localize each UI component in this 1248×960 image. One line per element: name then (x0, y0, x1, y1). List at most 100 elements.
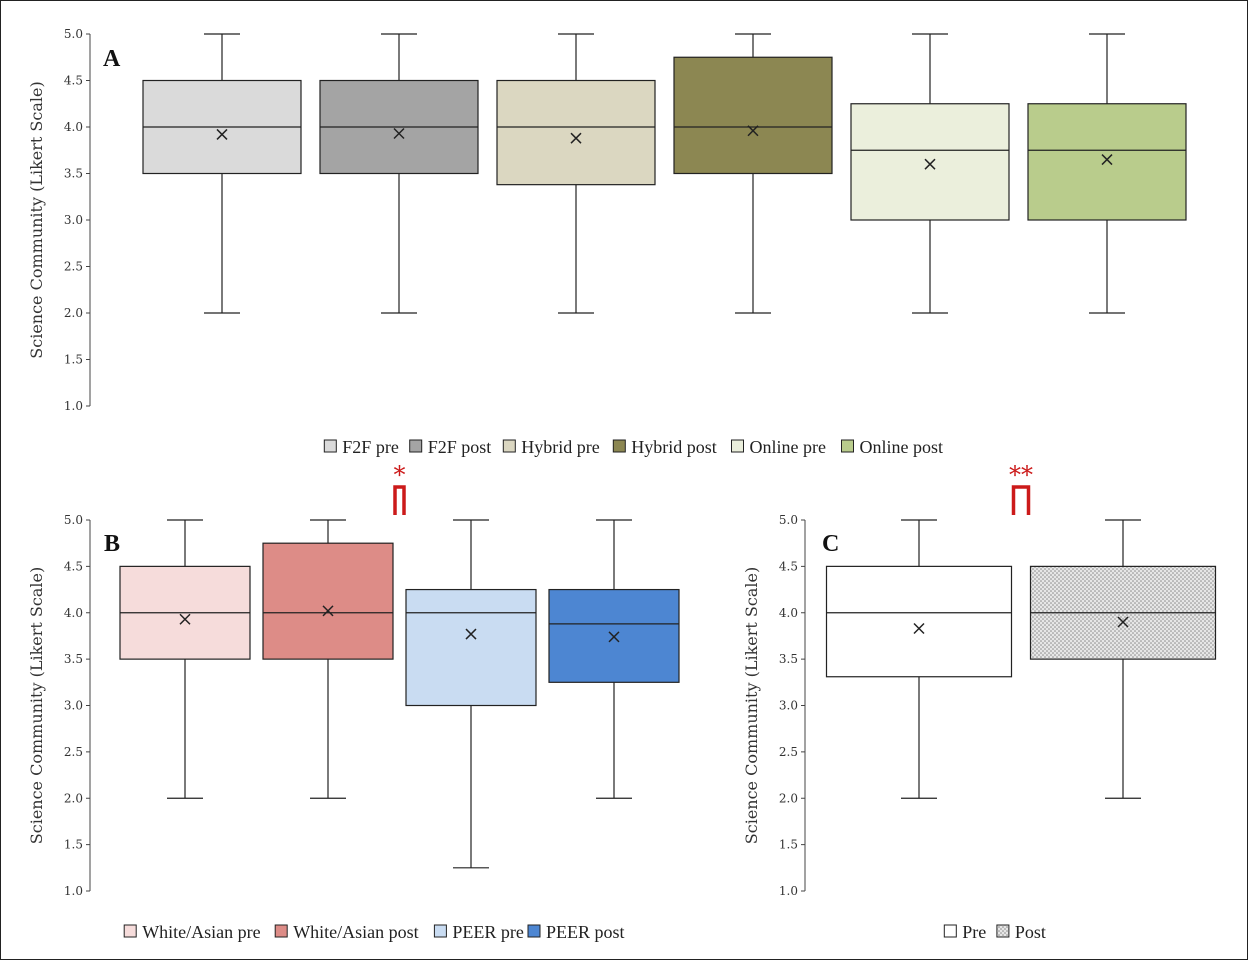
chart-panel-b: 1.0 1.5 2.0 2.5 3.0 3.5 4.0 4.5 5.0 Science Commu… (27, 461, 680, 942)
legend-item: Online pre (731, 437, 826, 457)
y-tick-label: 5.0 (64, 27, 83, 41)
iqr-box (850, 103, 1010, 221)
legend-swatch (943, 924, 957, 938)
y-tick-label: 2.5 (779, 745, 798, 759)
legend-swatch (527, 924, 541, 938)
mean-marker (747, 125, 759, 137)
chart-panel-c: 1.0 1.5 2.0 2.5 3.0 3.5 4.0 4.5 5.0 Science Commu… (742, 461, 1217, 942)
legend-label: Pre (962, 922, 986, 942)
box-online-pre (850, 33, 1010, 314)
box-peer-pre (405, 519, 537, 869)
panel-label: C (822, 531, 839, 557)
legend-swatch (274, 924, 288, 938)
legend-item: Hybrid pre (502, 437, 600, 457)
y-tick-label: 2.0 (64, 791, 83, 805)
legend-swatch (996, 924, 1010, 938)
y-tick-label: 1.0 (64, 884, 83, 898)
y-tick-label: 4.5 (64, 74, 83, 88)
y-tick-label: 2.0 (779, 791, 798, 805)
legend-label: Hybrid post (631, 437, 717, 457)
mean-marker (393, 127, 405, 140)
legend-label: White/Asian pre (142, 922, 260, 942)
significance-label: ** (1009, 461, 1033, 489)
legend-swatch (323, 439, 337, 453)
box-peer-post (548, 519, 680, 799)
mean-marker (1117, 616, 1129, 628)
iqr-box (262, 542, 394, 660)
legend: Pre Post (943, 922, 1046, 942)
y-tick-label: 1.5 (779, 838, 798, 852)
legend-label: Online pre (750, 437, 826, 457)
mean-marker (179, 613, 191, 625)
y-tick-label: 4.5 (779, 559, 798, 573)
iqr-box (673, 56, 833, 175)
legend-label: Post (1015, 922, 1046, 942)
box-white-asian-pre (119, 519, 251, 799)
box-f2f-post (319, 33, 479, 314)
y-axis-title: Science Community (Likert Scale) (742, 567, 761, 844)
legend-item: Post (996, 922, 1046, 942)
y-tick-label: 3.0 (64, 213, 83, 227)
y-tick-label: 4.0 (64, 120, 83, 134)
box-post (1029, 519, 1217, 799)
legend-item: PEER pre (433, 922, 524, 942)
legend-item: White/Asian post (274, 922, 419, 942)
y-tick-label: 1.5 (64, 838, 83, 852)
y-tick-label: 3.0 (779, 699, 798, 713)
box-white-asian-post (262, 519, 394, 799)
legend-item: Online post (841, 437, 944, 457)
box-f2f-pre (142, 33, 302, 314)
y-axis-title: Science Community (Likert Scale) (27, 81, 46, 358)
mean-marker (913, 622, 925, 635)
legend: White/Asian pre White/Asian post PEER pre P… (123, 922, 625, 942)
legend-swatch (409, 439, 423, 453)
significance-bracket (1011, 485, 1031, 515)
mean-marker (1101, 154, 1113, 166)
mean-marker (570, 132, 582, 144)
y-tick-label: 3.5 (64, 167, 83, 181)
mean-marker (608, 631, 620, 643)
legend-label: PEER pre (452, 922, 524, 942)
y-tick-label: 5.0 (64, 513, 83, 527)
y-tick-label: 3.5 (64, 652, 83, 666)
legend-label: F2F post (428, 437, 492, 457)
y-tick-label: 2.0 (64, 306, 83, 320)
legend-item: White/Asian pre (123, 922, 261, 942)
y-tick-label: 4.0 (64, 606, 83, 620)
box-hybrid-pre (496, 33, 656, 314)
y-tick-label: 2.5 (64, 260, 83, 274)
iqr-box (496, 79, 656, 186)
mean-marker (924, 158, 936, 170)
legend: F2F pre F2F post Hybrid pre Hybrid post Onli… (323, 437, 944, 457)
y-tick-label: 3.5 (779, 652, 798, 666)
legend-swatch (123, 924, 137, 938)
legend-item: Hybrid post (612, 437, 717, 457)
legend-label: Hybrid pre (521, 437, 599, 457)
y-tick-label: 1.0 (779, 884, 798, 898)
legend-swatch (433, 924, 447, 938)
legend-label: PEER post (546, 922, 625, 942)
legend-label: F2F pre (342, 437, 399, 457)
significance-label: * (394, 461, 406, 489)
legend-swatch (612, 439, 626, 453)
mean-marker (322, 605, 334, 617)
y-tick-label: 5.0 (779, 513, 798, 527)
y-tick-label: 2.5 (64, 745, 83, 759)
iqr-box (825, 565, 1013, 678)
legend-item: Pre (943, 922, 986, 942)
iqr-box (1027, 103, 1187, 221)
y-tick-label: 4.0 (779, 606, 798, 620)
panel-label: A (103, 46, 121, 72)
y-tick-label: 1.5 (64, 353, 83, 367)
legend-swatch (841, 439, 854, 453)
box-hybrid-post (673, 33, 833, 314)
y-tick-label: 4.5 (64, 559, 83, 573)
significance-bracket (393, 485, 406, 515)
legend-item: F2F pre (323, 437, 399, 457)
box-online-post (1027, 33, 1187, 314)
legend-label: Online post (860, 437, 944, 457)
legend-item: F2F post (409, 437, 492, 457)
chart-panel-a: 1.0 1.5 2.0 2.5 3.0 3.5 4.0 4.5 5.0 Science Commu… (27, 27, 1187, 457)
y-axis-title: Science Community (Likert Scale) (27, 567, 46, 844)
